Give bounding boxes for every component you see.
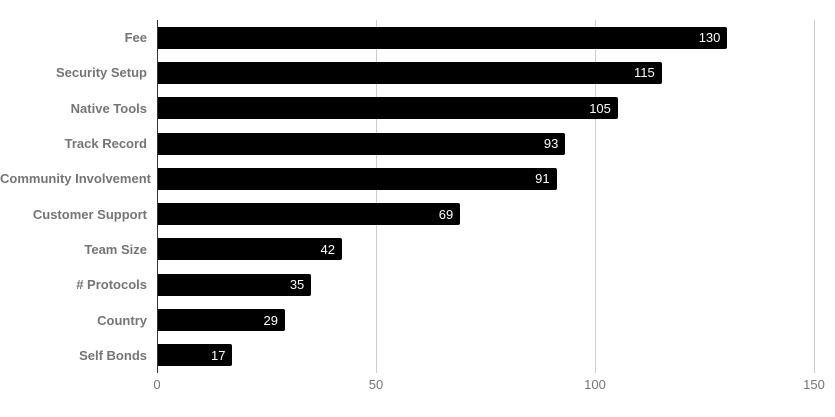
category-label: Security Setup	[55, 65, 147, 81]
bar: 42	[158, 238, 342, 261]
bar: 105	[158, 97, 618, 120]
bar-row: Security Setup 115	[56, 55, 814, 90]
bar-value-label: 42	[320, 241, 335, 257]
bar: 91	[158, 167, 557, 190]
bar: 130	[158, 26, 728, 49]
bar-value-label: 17	[210, 347, 226, 363]
bar-value-label: 69	[438, 206, 454, 222]
category-label: Country	[97, 312, 147, 328]
bar-rows: Fee 130 Security Setup 115 Native Tools 105 Tr…	[0, 20, 814, 373]
bar-row: Community Involvement 91	[0, 161, 814, 196]
x-axis: 0 50 100 150	[153, 377, 824, 397]
x-tick-label: 0	[153, 377, 161, 392]
bar: 69	[158, 203, 461, 226]
bar: 17	[158, 344, 233, 367]
bar-row: # Protocols 35	[76, 267, 814, 302]
gridline-100	[595, 20, 596, 373]
category-label: # Protocols	[76, 277, 147, 293]
category-label: Self Bonds	[79, 347, 147, 363]
gridline-50	[376, 20, 377, 373]
bar: 29	[158, 309, 286, 332]
bar-value-label: 91	[535, 171, 550, 187]
category-label: Team Size	[84, 241, 147, 257]
y-axis-baseline	[157, 20, 158, 373]
bar-value-label: 35	[289, 277, 305, 293]
bar-value-label: 93	[543, 136, 559, 152]
bar-value-label: 105	[589, 100, 611, 116]
gridline-150	[814, 20, 815, 373]
x-tick-label: 100	[584, 377, 606, 392]
bar-row: Track Record 93	[65, 126, 814, 161]
category-label: Track Record	[64, 136, 147, 152]
bar-row: Native Tools 105	[71, 91, 814, 126]
bar-value-label: 130	[698, 30, 721, 46]
bar: 93	[158, 132, 566, 155]
category-label: Customer Support	[32, 206, 147, 222]
x-tick-label: 150	[803, 377, 825, 392]
category-label: Native Tools	[70, 100, 147, 116]
plot-area	[157, 20, 815, 373]
bar: 115	[158, 61, 662, 84]
bar-value-label: 29	[263, 312, 279, 328]
x-tick-label: 50	[368, 377, 384, 392]
bar-row: Customer Support 69	[33, 196, 814, 231]
bar-value-label: 115	[633, 65, 655, 81]
bar-row: Team Size 42	[84, 232, 814, 267]
category-label: Community Involvement	[0, 171, 151, 187]
bar-row: Country 29	[97, 302, 814, 337]
bar-row: Fee 130	[125, 20, 814, 55]
bar: 35	[158, 273, 312, 296]
bar-row: Self Bonds 17	[79, 338, 814, 373]
category-label: Fee	[124, 30, 147, 46]
